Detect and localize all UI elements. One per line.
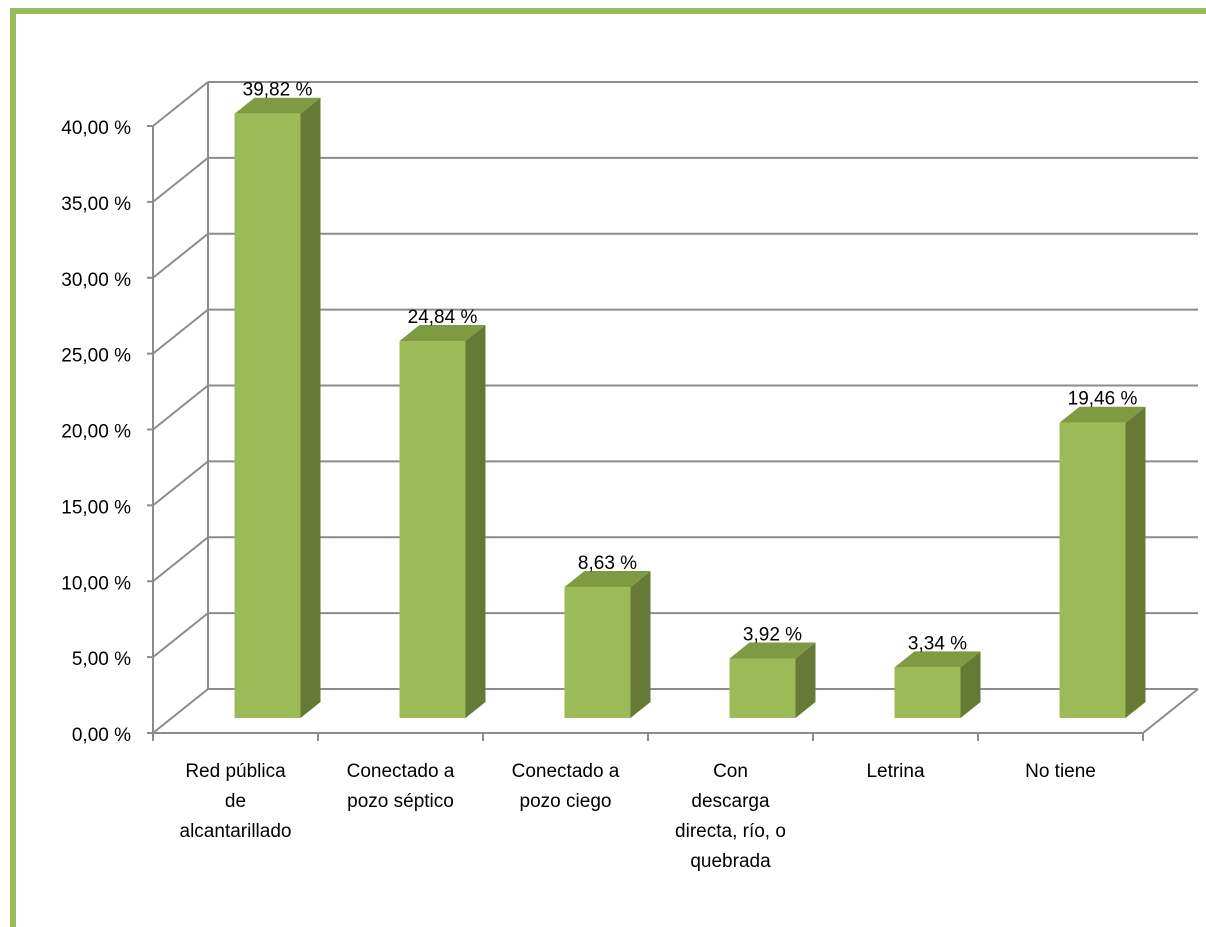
frame-left-border: [10, 8, 16, 927]
gridline-side: [152, 688, 209, 734]
bar-side-face: [1125, 406, 1146, 718]
data-label: 39,82 %: [243, 80, 313, 101]
bar-side-face: [960, 651, 981, 718]
gridline-side: [152, 612, 209, 658]
gridline-side: [152, 232, 209, 279]
x-category-label-line: alcantarillado: [180, 821, 292, 842]
bar-top-face: [234, 97, 321, 114]
bar-front-face: [894, 667, 961, 718]
x-category-label-line: directa, río, o: [675, 821, 786, 842]
data-label: 3,92 %: [743, 625, 802, 646]
gridline-side: [152, 384, 209, 431]
bar-side-face: [630, 571, 651, 718]
gridline-side: [152, 157, 209, 203]
x-category-label: Con descarga directa, río, o quebrada: [675, 761, 786, 872]
bar: [234, 97, 321, 718]
x-category-label-line: Conectado a: [347, 761, 455, 782]
y-tick-label: 25,00 %: [61, 346, 131, 367]
x-category-label-line: pozo séptico: [347, 791, 454, 812]
x-category-label: Letrina: [866, 761, 925, 782]
x-category-label-line: de: [225, 791, 246, 812]
floor-right-edge: [1142, 688, 1199, 734]
bar-side-face: [465, 325, 486, 718]
bar-side-face: [300, 97, 321, 718]
x-category-label: Conectado a pozo séptico: [347, 761, 455, 812]
chart-axes: [147, 125, 1199, 741]
y-tick-label: 30,00 %: [61, 270, 131, 291]
bar-top-face: [564, 571, 651, 588]
x-category-label-line: Con: [713, 761, 748, 782]
frame-top-border: [10, 8, 1206, 14]
bar-front-face: [729, 658, 796, 718]
bar-top-face: [1059, 406, 1146, 423]
bar: [399, 325, 486, 718]
bar: [729, 642, 816, 718]
x-category-label-line: descarga: [691, 791, 770, 812]
bar-top-face: [894, 651, 981, 668]
x-category-label: Conectado a pozo ciego: [512, 761, 620, 812]
bar-front-face: [234, 113, 301, 718]
data-labels: 39,82 % 24,84 % 8,63 % 3,92 % 3,34 % 19,46 %: [243, 80, 1138, 655]
x-category-label-line: quebrada: [690, 851, 771, 872]
chart-gridlines: [152, 81, 1198, 734]
x-category-label-line: Letrina: [866, 761, 925, 782]
y-tick-label: 0,00 %: [72, 725, 131, 746]
x-category-label-line: Conectado a: [512, 761, 620, 782]
y-tick-label: 10,00 %: [61, 573, 131, 594]
bar-top-face: [729, 642, 816, 659]
data-label: 24,84 %: [408, 307, 478, 328]
y-tick-label: 20,00 %: [61, 422, 131, 443]
x-category-label-line: pozo ciego: [520, 791, 612, 812]
bar-side-face: [795, 642, 816, 718]
x-axis-category-labels: Red pública de alcantarillado Conectado a po…: [180, 761, 1096, 872]
gridline-side: [152, 536, 209, 583]
gridline-side: [152, 308, 209, 355]
bar-front-face: [1059, 422, 1126, 718]
bar: [1059, 406, 1146, 718]
gridline-side: [152, 81, 209, 127]
data-label: 19,46 %: [1068, 389, 1138, 410]
y-axis-tick-labels: 0,00 % 5,00 % 10,00 % 15,00 % 20,00 % 25,00 %…: [61, 118, 131, 746]
x-category-label-line: No tiene: [1025, 761, 1096, 782]
y-tick-label: 15,00 %: [61, 497, 131, 518]
y-tick-label: 35,00 %: [61, 194, 131, 215]
bar: [564, 571, 651, 718]
y-tick-label: 5,00 %: [72, 649, 131, 670]
gridline-side: [152, 460, 209, 507]
x-category-label: Red pública de alcantarillado: [180, 761, 292, 842]
bar-front-face: [399, 341, 466, 718]
data-label: 3,34 %: [908, 633, 967, 654]
bar: [894, 651, 981, 718]
x-category-label: No tiene: [1025, 761, 1096, 782]
bar-top-face: [399, 325, 486, 342]
x-category-label-line: Red pública: [185, 761, 286, 782]
data-label: 8,63 %: [578, 553, 637, 574]
chart-bars: [234, 97, 1146, 718]
bar-front-face: [564, 587, 631, 718]
y-tick-label: 40,00 %: [61, 118, 131, 139]
